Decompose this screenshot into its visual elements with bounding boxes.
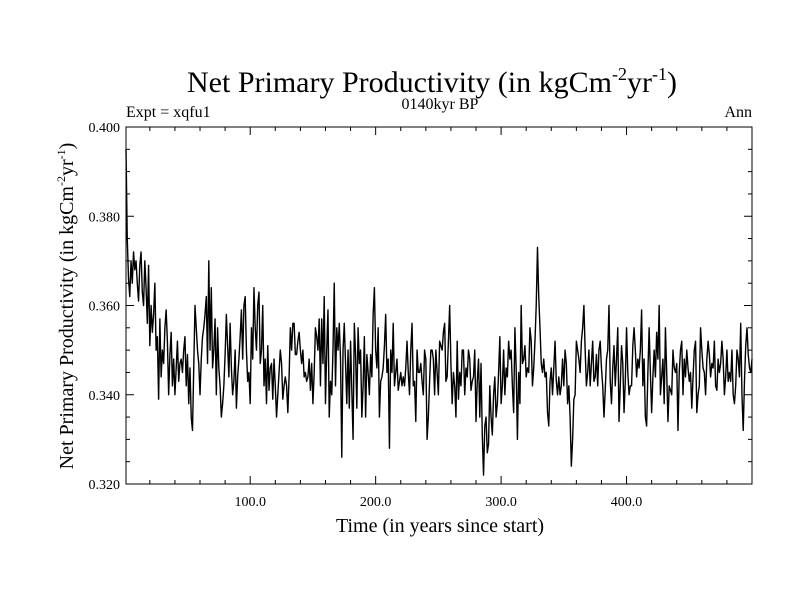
y-tick-label: 0.400	[89, 121, 121, 136]
subtitle-period: 0140kyr BP	[402, 96, 479, 113]
title-end: )	[667, 66, 677, 99]
ylabel-end: )	[56, 143, 78, 150]
ylabel-mid: yr	[56, 159, 78, 176]
chart-title: Net Primary Productivity (in kgCm-2yr-1)	[187, 64, 677, 99]
ylabel-main: Net Primary Productivity (in kgCm	[56, 186, 78, 470]
title-sup2: -1	[652, 64, 667, 84]
subtitle-experiment: Expt = xqfu1	[126, 104, 211, 121]
y-tick-label: 0.340	[89, 389, 121, 404]
x-tick-label: 100.0	[234, 495, 266, 510]
axis-ticks	[126, 126, 752, 485]
subtitle-season: Ann	[724, 104, 752, 121]
x-tick-label: 200.0	[360, 495, 392, 510]
title-sup1: -2	[612, 64, 627, 84]
x-tick-label: 400.0	[611, 495, 643, 510]
y-tick-label: 0.380	[89, 210, 121, 225]
series-line-npp	[125, 149, 753, 476]
x-axis-label: Time (in years since start)	[336, 515, 544, 537]
x-tick-label: 300.0	[485, 495, 517, 510]
y-tick-label: 0.320	[89, 478, 121, 493]
plot-frame	[125, 126, 753, 485]
axis-tick-labels: 0.320 0.340 0.360 0.380 0.400 100.0 200.0 300.0…	[89, 121, 643, 510]
title-mid: yr	[627, 66, 652, 99]
y-tick-label: 0.360	[89, 300, 121, 315]
title-main: Net Primary Productivity (in kgCm	[187, 66, 612, 99]
ylabel-sup1: -2	[54, 176, 68, 186]
y-axis-label: Net Primary Productivity (in kgCm-2yr-1)	[54, 143, 78, 470]
ylabel-sup2: -1	[54, 149, 68, 159]
